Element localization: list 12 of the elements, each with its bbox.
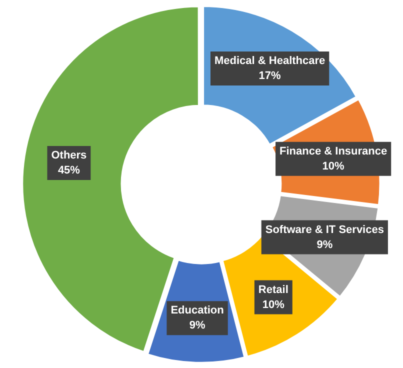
slice-label: Retail — [258, 284, 288, 296]
data-label: 10% — [322, 160, 345, 172]
slice-label: Software & IT Services — [265, 224, 384, 236]
slice-label: Education — [170, 304, 224, 317]
slice-label: Medical & Healthcare — [214, 55, 326, 68]
data-label: 10% — [262, 298, 285, 311]
data-label: 17% — [258, 70, 282, 82]
data-label: 9% — [316, 238, 333, 251]
slice-label: Others — [51, 150, 87, 162]
slice-label: Finance & Insurance — [280, 145, 388, 158]
data-label: 45% — [58, 164, 80, 177]
data-label: 9% — [189, 320, 206, 332]
